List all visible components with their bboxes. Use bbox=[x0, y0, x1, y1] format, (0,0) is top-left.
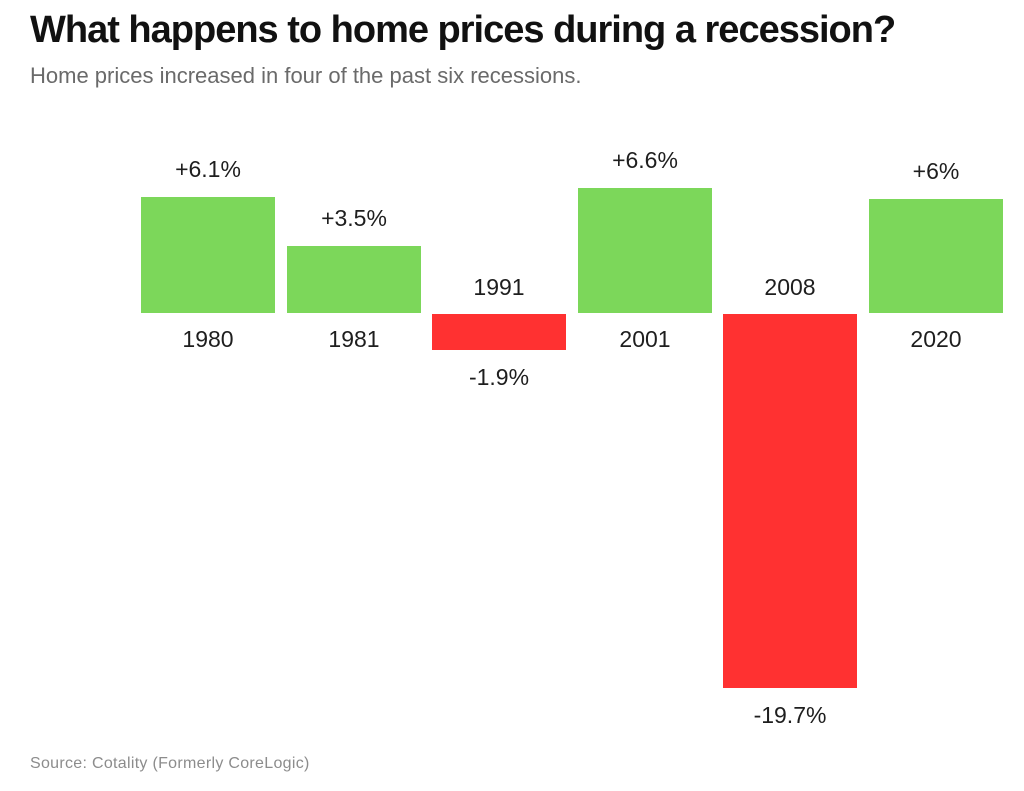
bar-year-label-1981: 1981 bbox=[328, 326, 380, 352]
bar-value-label-1981: +3.5% bbox=[321, 205, 387, 231]
bar-2008 bbox=[723, 314, 857, 688]
bar-2001 bbox=[578, 188, 712, 313]
source-note: Source: Cotality (Formerly CoreLogic) bbox=[30, 755, 310, 772]
bar-year-label-2008: 2008 bbox=[764, 274, 816, 300]
bar-value-label-2008: -19.7% bbox=[753, 702, 827, 728]
bar-1980 bbox=[141, 197, 275, 313]
page-subtitle: Home prices increased in four of the pas… bbox=[30, 63, 582, 88]
bar-year-label-1980: 1980 bbox=[182, 326, 234, 352]
bar-value-label-1980: +6.1% bbox=[175, 156, 241, 182]
bar-value-label-1991: -1.9% bbox=[468, 364, 530, 390]
bar-value-label-2020: +6% bbox=[912, 158, 960, 184]
bar-1991 bbox=[432, 314, 566, 350]
bar-year-label-2001: 2001 bbox=[619, 326, 671, 352]
bar-year-label-1991: 1991 bbox=[473, 274, 525, 300]
bar-1981 bbox=[287, 246, 421, 313]
bar-year-label-2020: 2020 bbox=[910, 326, 962, 352]
bar-2020 bbox=[869, 199, 1003, 313]
bar-value-label-2001: +6.6% bbox=[612, 147, 678, 173]
page-title: What happens to home prices during a rec… bbox=[30, 9, 896, 51]
